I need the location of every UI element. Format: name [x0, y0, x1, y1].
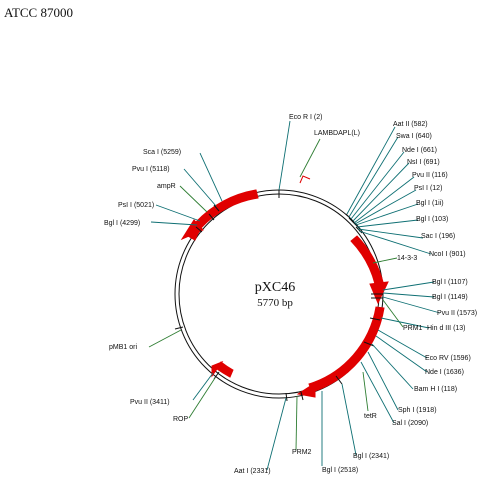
label-nde1-b: Nde I (1636)	[425, 369, 464, 376]
label-aat2: Aat II (582)	[393, 121, 428, 128]
label-sph1: Sph I (1918)	[398, 407, 437, 414]
label-prm1: PRM1	[403, 325, 423, 332]
label-tetr: tetR	[364, 413, 377, 420]
gene-1433-arrowhead	[369, 281, 389, 305]
label-pst1-b: PsI I (5021)	[118, 202, 154, 209]
tetr-arrow	[308, 306, 385, 393]
label-nco1: NcoI I (901)	[429, 251, 466, 258]
label-bgl1-f: Bgl I (2518)	[322, 467, 358, 474]
label-swa1: Swa I (640)	[396, 133, 432, 140]
label-pst1-a: PsI I (12)	[414, 185, 442, 192]
gene-1433-arrow	[350, 235, 384, 285]
ampr-body	[187, 221, 202, 241]
label-pvu2-b: Pvu II (1573)	[437, 310, 477, 317]
label-bgl1-e: Bgl I (2341)	[353, 453, 389, 460]
label-sca1: Sca I (5259)	[143, 149, 181, 156]
label-bgl1-a: Bgl I (1ii)	[416, 200, 444, 207]
label-ecor1: Eco R I (2)	[289, 114, 322, 121]
promoter-mark	[299, 175, 311, 184]
label-nsi1: NsI I (691)	[407, 159, 440, 166]
label-pvu2-a: Pvu II (116)	[412, 172, 448, 179]
tetr-arrowhead	[296, 382, 316, 398]
label-rop: ROP	[173, 416, 189, 423]
rop-arrowhead	[211, 360, 224, 378]
label-aat2-b: Aat I (2331)	[234, 468, 271, 475]
label-bgl1-c: Bgl I (1107)	[432, 279, 468, 286]
label-lambda-pl: LAMBDAPL(L)	[314, 130, 360, 137]
label-pvu2-c: Pvu II (3411)	[130, 399, 170, 406]
label-sal1: Sal I (2090)	[392, 420, 428, 427]
label-gene-1433: 14-3-3	[397, 255, 417, 262]
plasmid-size: 5770 bp	[257, 297, 293, 309]
label-ecorv: Eco RV (1596)	[425, 355, 471, 362]
label-bgl1-b: Bgl I (103)	[416, 216, 448, 223]
label-bgl1-g: Bgl I (4299)	[104, 220, 140, 227]
label-sac1: Sac I (196)	[421, 233, 455, 240]
label-prm2: PRM2	[292, 449, 312, 456]
label-pvu1: Pvu I (5118)	[132, 166, 170, 173]
label-bamh1: Bam H I (118)	[414, 386, 457, 393]
label-hind3: Hin d III (13)	[427, 325, 466, 332]
leader-lines	[148, 120, 441, 471]
label-bgl1-d: Bgl I (1149)	[432, 294, 468, 301]
header-title: ATCC 87000	[4, 5, 73, 20]
label-ampr: ampR	[157, 183, 176, 190]
label-pmb1-ori: pMB1 ori	[109, 344, 137, 351]
plasmid-name: pXC46	[255, 280, 295, 295]
label-nde1-a: Nde I (661)	[402, 147, 437, 154]
